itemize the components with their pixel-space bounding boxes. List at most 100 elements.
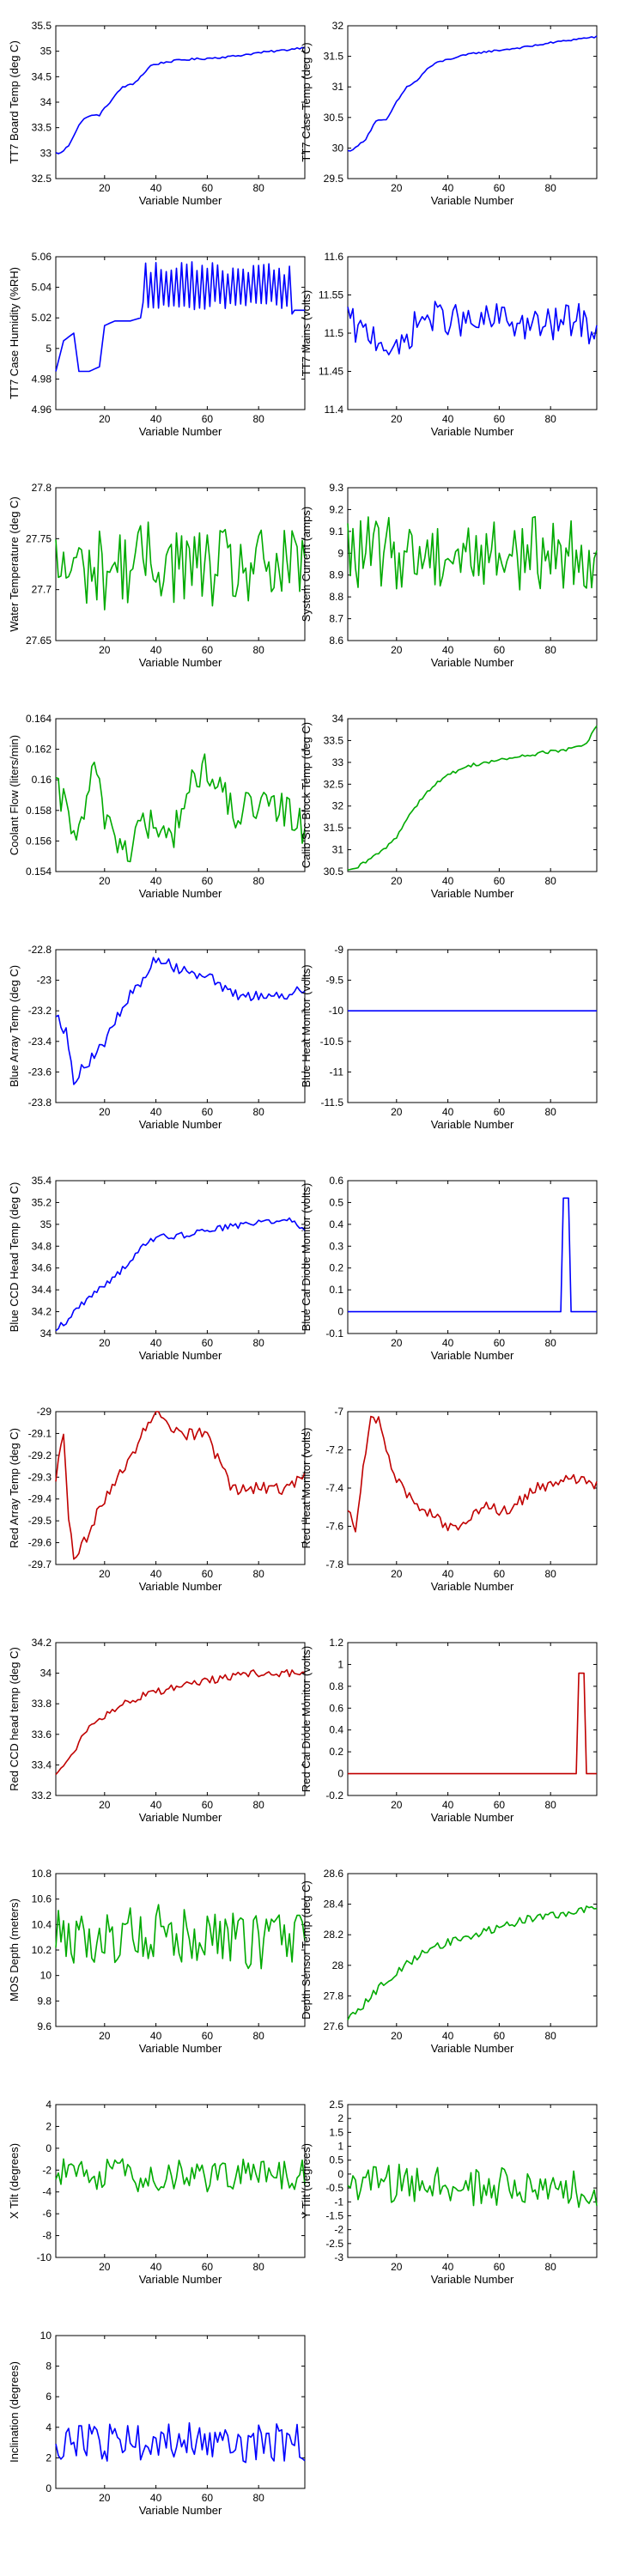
y-tick-label: 0.2 [329,1262,343,1274]
y-tick-label: 27.7 [32,584,52,596]
y-tick-label: 8.6 [329,635,343,647]
y-axis-label: Red CCD head temp (deg C) [8,1647,21,1791]
y-tick-label: 34.4 [32,1284,52,1296]
series-line [55,521,306,611]
y-tick-label: 27.75 [26,532,52,544]
x-axis-label: Variable Number [139,2042,222,2055]
y-tick-label: -3 [334,2251,343,2263]
y-tick-label: 0.3 [329,1240,343,1252]
x-axis-label: Variable Number [139,425,222,438]
x-tick-label: 20 [99,182,111,194]
y-tick-label: 2 [46,2451,52,2464]
series-line [347,301,598,355]
x-axis-label: Variable Number [431,887,514,900]
y-tick-label: 0.4 [329,1724,343,1736]
y-tick-label: -7 [334,1406,343,1418]
y-tick-label: 10 [40,2330,52,2342]
y-tick-label: 27.8 [324,1990,344,2002]
x-tick-label: 20 [99,1799,111,1811]
x-tick-label: 60 [202,2492,214,2504]
y-tick-label: -9 [334,944,343,956]
y-tick-label: 34.2 [32,1637,52,1649]
y-tick-label: -11 [330,1066,344,1078]
series-line [55,1217,306,1332]
series-line [347,515,598,591]
y-tick-label: 33 [40,147,52,159]
x-tick-label: 20 [99,1337,111,1349]
x-axis-label: Variable Number [139,1580,222,1593]
y-tick-label: 27.8 [32,482,52,494]
y-tick-label: 4 [46,2099,52,2111]
x-tick-label: 40 [150,1106,162,1118]
plot-frame [347,1642,598,1796]
series-line [55,1668,305,1776]
y-tick-label: -2 [42,2164,52,2176]
y-tick-label: 31.5 [324,822,344,834]
y-tick-label: 11.4 [325,404,344,416]
chart-panel: 11.4 11.45 11.5 11.55 11.6 20 40 60 80 Variable N… [300,251,598,438]
y-tick-label: -9.5 [325,975,343,987]
y-tick-label: -1 [334,2196,343,2208]
y-tick-label: 30 [332,142,344,154]
x-tick-label: 80 [253,1337,265,1349]
y-axis-label: TT7 Case Temp (deg C) [300,42,313,161]
y-tick-label: -23 [37,975,52,987]
y-tick-label: 0.1 [329,1284,343,1296]
y-tick-label: -11.5 [321,1097,344,1109]
y-tick-label: -0.1 [325,1327,343,1340]
x-tick-label: 80 [253,2261,265,2273]
x-tick-label: 80 [545,1106,557,1118]
y-tick-label: -0.5 [325,2182,343,2194]
y-tick-label: 34.5 [32,70,52,82]
series-line [55,957,306,1085]
x-tick-label: 80 [545,1568,557,1580]
y-tick-label: -29.1 [28,1427,52,1439]
x-tick-label: 60 [494,1337,506,1349]
y-tick-label: 11.6 [325,251,344,263]
y-tick-label: 2.5 [329,2099,343,2111]
y-tick-label: 8.8 [329,591,343,603]
x-tick-label: 20 [391,1568,403,1580]
y-tick-label: 11.5 [325,327,344,339]
y-tick-label: -7.6 [325,1521,343,1533]
x-tick-label: 40 [442,1106,454,1118]
y-axis-label: TT7 Board Temp (deg C) [8,40,21,164]
y-tick-label: 9.8 [37,1995,52,2007]
x-tick-label: 60 [494,1799,506,1811]
y-tick-label: -29.4 [28,1493,52,1505]
x-axis-label: Variable Number [139,2273,222,2286]
x-tick-label: 80 [545,875,557,887]
y-axis-label: X Tilt (degrees) [8,2143,21,2219]
y-tick-label: 32 [332,800,344,812]
y-tick-label: 8.7 [329,613,343,625]
y-tick-label: -23.4 [28,1036,52,1048]
series-line [347,725,598,871]
plot-frame [55,256,306,410]
y-axis-label: TT7 Mains (volts) [300,290,313,376]
y-tick-label: 35 [40,46,52,58]
y-tick-label: 6 [46,2391,52,2403]
x-axis-label: Variable Number [431,656,514,669]
y-tick-label: -4 [42,2186,52,2198]
y-tick-label: 31 [332,81,344,93]
plot-frame [55,2335,306,2489]
y-tick-label: 2 [337,2112,343,2124]
y-tick-label: -29.2 [28,1449,52,1461]
y-tick-label: 31 [332,844,344,856]
chart-panel: 29.5 30 30.5 31 31.5 32 20 40 60 80 Variable Numbe… [300,20,598,207]
plot-frame [55,25,306,179]
y-tick-label: -29.5 [28,1515,52,1527]
y-tick-label: 30.5 [324,866,344,878]
chart-panel: 0.154 0.156 0.158 0.16 0.162 0.164 20 40 60 80 Var… [8,713,306,900]
y-axis-label: Red Array Temp (deg C) [8,1428,21,1548]
x-axis-label: Variable Number [139,1811,222,1824]
x-tick-label: 20 [391,1106,403,1118]
y-tick-label: 28 [332,1959,344,1971]
y-axis-label: Red Cal Diode Monitor (volts) [300,1646,313,1793]
y-tick-label: 34.6 [32,1262,52,1274]
plot-frame [347,25,598,179]
x-tick-label: 60 [202,644,214,656]
y-tick-label: 29.5 [324,173,344,185]
y-axis-label: Blue Heat Monitor (volts) [300,964,313,1087]
x-tick-label: 60 [494,413,506,425]
